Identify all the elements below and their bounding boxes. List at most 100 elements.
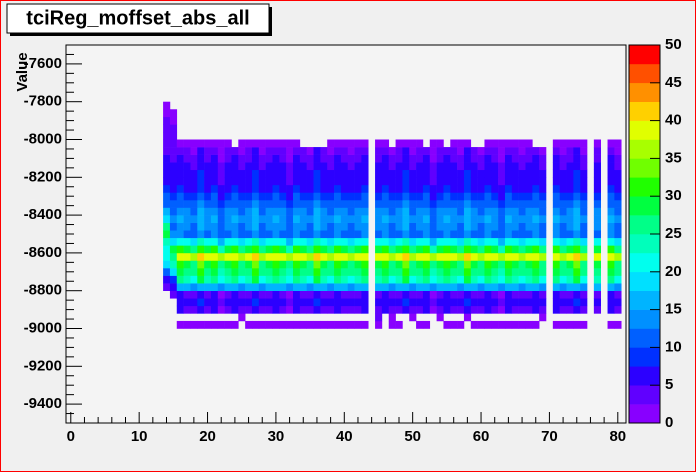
cell [566,222,574,231]
cell [176,268,184,276]
cell [416,290,424,299]
cell [183,283,191,291]
cell [320,275,328,284]
cell [443,215,451,223]
cell [580,177,588,186]
cell [491,275,499,284]
cell [580,237,588,246]
cell [258,139,266,148]
cell [183,184,191,193]
cell [593,177,602,186]
cell [169,199,178,208]
cell [573,252,581,261]
cell [306,177,314,186]
cell [320,320,328,329]
cell [320,199,328,208]
cell [163,109,171,118]
cell [429,298,437,307]
cell [614,184,622,193]
cell [375,230,383,239]
cell [443,192,451,201]
cell [504,237,513,246]
cell [361,184,369,193]
cell [381,207,390,216]
cell [388,177,396,186]
cell [334,147,342,155]
cell [416,139,424,148]
cell [258,237,266,246]
cell [552,199,560,208]
cell [607,154,615,163]
cell [334,275,342,284]
cell [498,139,506,148]
cell [238,207,246,216]
cell [320,252,328,261]
cell [614,237,622,246]
cell [580,305,588,314]
cell [381,199,390,208]
cell [238,154,246,163]
cell [327,305,335,314]
cell [409,184,417,193]
cell [258,154,266,163]
cell [429,222,437,231]
cell [593,275,602,284]
cell [498,207,506,216]
cell [163,237,171,246]
cell [334,169,342,178]
cell [532,169,540,178]
cell [470,305,478,314]
cell [299,222,307,231]
cell [320,184,328,193]
cell [272,305,280,314]
x-tick-label: 0 [67,428,75,445]
cell [217,252,225,261]
cell [450,177,458,186]
cell [163,116,171,125]
z-tick-label: 35 [665,149,682,166]
cell [402,154,410,163]
cell [361,275,369,284]
x-tick-label: 50 [404,428,421,445]
cell [409,222,417,231]
cell [395,283,403,291]
cell [607,237,615,246]
cell [416,207,424,216]
cell [327,177,335,186]
cell [293,199,301,208]
cell [238,139,246,148]
cell [313,199,321,208]
z-tick-label: 45 [665,74,682,91]
cell [245,268,253,276]
cell [532,222,540,231]
cell [361,298,369,307]
cell [552,230,560,239]
cell [429,305,437,314]
cell [279,230,287,239]
cell [258,305,266,314]
cell [238,268,246,276]
cell [573,275,581,284]
cell [511,139,519,148]
color-bar-swatch [629,271,660,291]
cell [429,252,437,261]
cell [231,305,239,314]
cell [163,215,171,223]
cell [334,184,342,193]
cell [265,320,273,329]
cell [210,184,219,193]
cell [210,305,219,314]
cell [293,305,301,314]
cell [593,230,602,239]
cell [340,192,349,201]
cell [484,207,492,216]
cell [272,320,280,329]
cell [197,283,205,291]
cell [197,177,205,186]
cell [422,275,431,284]
cell [484,305,492,314]
cell [436,237,444,246]
cell [580,147,588,155]
cell [381,177,390,186]
cell [272,169,280,178]
